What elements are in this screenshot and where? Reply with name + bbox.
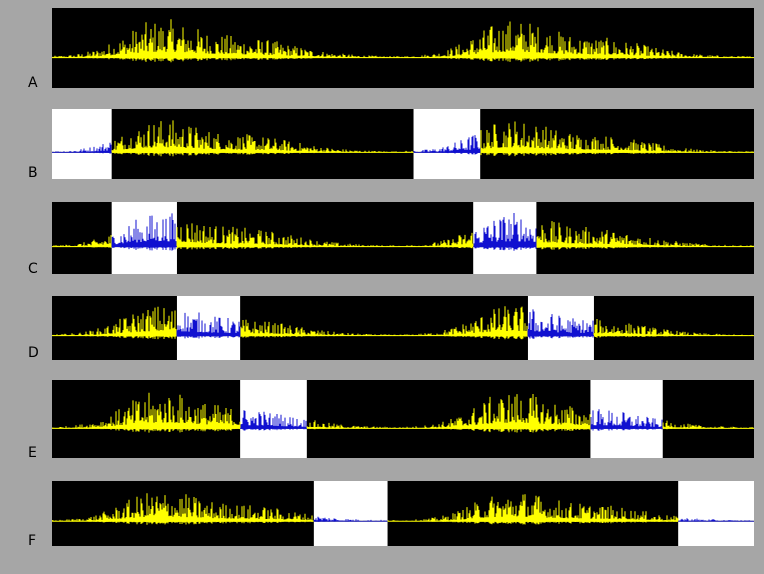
signal-panel-d [52, 296, 754, 360]
signal-panel-c [52, 202, 754, 274]
signal-plot [52, 109, 754, 179]
signal-plot [52, 481, 754, 546]
signal-trace [52, 306, 754, 340]
row-label-f: F [28, 533, 37, 549]
highlight-signal-trace [111, 213, 537, 251]
signal-plot [52, 380, 754, 458]
signal-plot [52, 202, 754, 274]
row-label-b: B [28, 165, 38, 181]
signal-trace [52, 392, 754, 433]
highlight-signal-trace [313, 516, 754, 522]
signal-trace [52, 493, 679, 525]
signal-plot [52, 19, 754, 63]
row-label-e: E [28, 445, 37, 461]
highlight-signal-trace [52, 135, 481, 155]
highlight-window [678, 481, 754, 546]
signal-plot [52, 296, 754, 360]
signal-panel-a [52, 8, 754, 88]
signal-panel-e [52, 380, 754, 458]
highlight-signal-trace [176, 309, 594, 339]
highlight-signal-trace [240, 409, 663, 431]
signal-trace [52, 19, 754, 63]
row-label-c: C [28, 261, 38, 277]
signal-trace [111, 120, 754, 157]
row-label-d: D [28, 345, 39, 361]
signal-panel-f [52, 481, 754, 546]
highlight-window [590, 380, 663, 458]
signal-panel-b [52, 109, 754, 179]
highlight-window [413, 109, 481, 179]
row-label-a: A [28, 75, 38, 91]
highlight-window [52, 109, 112, 179]
highlight-window [313, 481, 388, 546]
signal-trace [52, 221, 754, 250]
